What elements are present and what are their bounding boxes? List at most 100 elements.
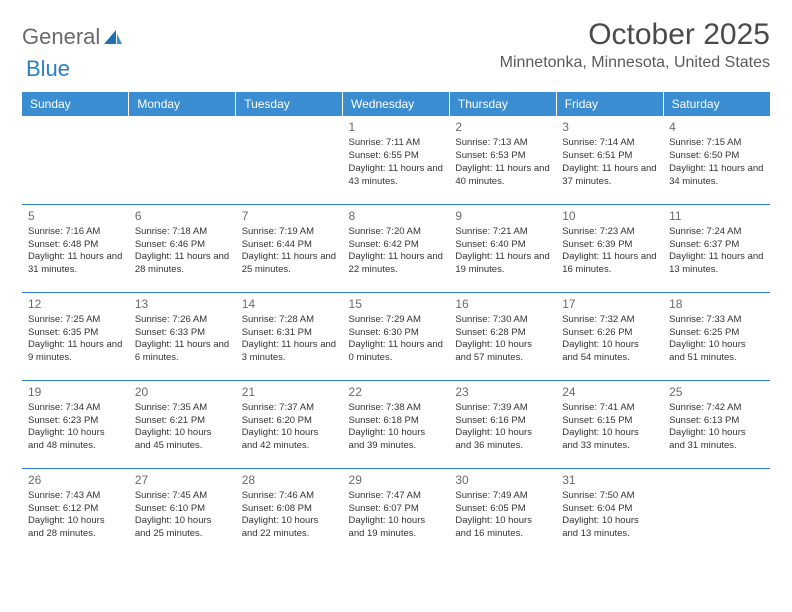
day-cell: 12Sunrise: 7:25 AMSunset: 6:35 PMDayligh… <box>22 292 129 380</box>
daylight-text: Daylight: 10 hours and 22 minutes. <box>242 515 337 541</box>
day-number: 14 <box>242 296 337 312</box>
daylight-text: Daylight: 10 hours and 48 minutes. <box>28 427 123 453</box>
sunset-text: Sunset: 6:28 PM <box>455 327 550 340</box>
daylight-text: Daylight: 11 hours and 34 minutes. <box>669 163 764 189</box>
day-cell <box>663 468 770 556</box>
day-cell: 27Sunrise: 7:45 AMSunset: 6:10 PMDayligh… <box>129 468 236 556</box>
sunset-text: Sunset: 6:15 PM <box>562 415 657 428</box>
daylight-text: Daylight: 11 hours and 16 minutes. <box>562 251 657 277</box>
sunrise-text: Sunrise: 7:32 AM <box>562 314 657 327</box>
day-number: 15 <box>349 296 444 312</box>
sunrise-text: Sunrise: 7:41 AM <box>562 402 657 415</box>
day-cell <box>236 116 343 204</box>
daylight-text: Daylight: 11 hours and 3 minutes. <box>242 339 337 365</box>
sunrise-text: Sunrise: 7:21 AM <box>455 226 550 239</box>
daylight-text: Daylight: 10 hours and 42 minutes. <box>242 427 337 453</box>
day-number: 29 <box>349 472 444 488</box>
day-number: 19 <box>28 384 123 400</box>
daylight-text: Daylight: 11 hours and 13 minutes. <box>669 251 764 277</box>
daylight-text: Daylight: 10 hours and 19 minutes. <box>349 515 444 541</box>
daylight-text: Daylight: 11 hours and 37 minutes. <box>562 163 657 189</box>
location-text: Minnetonka, Minnesota, United States <box>500 54 770 72</box>
day-number: 9 <box>455 208 550 224</box>
sunrise-text: Sunrise: 7:33 AM <box>669 314 764 327</box>
sunset-text: Sunset: 6:23 PM <box>28 415 123 428</box>
sunrise-text: Sunrise: 7:13 AM <box>455 137 550 150</box>
day-number: 16 <box>455 296 550 312</box>
day-cell: 30Sunrise: 7:49 AMSunset: 6:05 PMDayligh… <box>449 468 556 556</box>
week-row: 19Sunrise: 7:34 AMSunset: 6:23 PMDayligh… <box>22 380 770 468</box>
daylight-text: Daylight: 10 hours and 51 minutes. <box>669 339 764 365</box>
day-number: 1 <box>349 119 444 135</box>
day-cell: 8Sunrise: 7:20 AMSunset: 6:42 PMDaylight… <box>343 204 450 292</box>
daylight-text: Daylight: 11 hours and 6 minutes. <box>135 339 230 365</box>
day-number: 18 <box>669 296 764 312</box>
daylight-text: Daylight: 10 hours and 31 minutes. <box>669 427 764 453</box>
sunrise-text: Sunrise: 7:38 AM <box>349 402 444 415</box>
day-cell: 22Sunrise: 7:38 AMSunset: 6:18 PMDayligh… <box>343 380 450 468</box>
daylight-text: Daylight: 11 hours and 0 minutes. <box>349 339 444 365</box>
sunrise-text: Sunrise: 7:45 AM <box>135 490 230 503</box>
sunrise-text: Sunrise: 7:34 AM <box>28 402 123 415</box>
week-row: 26Sunrise: 7:43 AMSunset: 6:12 PMDayligh… <box>22 468 770 556</box>
daylight-text: Daylight: 10 hours and 57 minutes. <box>455 339 550 365</box>
sunrise-text: Sunrise: 7:25 AM <box>28 314 123 327</box>
sunrise-text: Sunrise: 7:14 AM <box>562 137 657 150</box>
sunset-text: Sunset: 6:35 PM <box>28 327 123 340</box>
sunrise-text: Sunrise: 7:46 AM <box>242 490 337 503</box>
sunrise-text: Sunrise: 7:35 AM <box>135 402 230 415</box>
day-header-monday: Monday <box>129 92 236 116</box>
day-header-saturday: Saturday <box>663 92 770 116</box>
sunset-text: Sunset: 6:44 PM <box>242 239 337 252</box>
sunset-text: Sunset: 6:51 PM <box>562 150 657 163</box>
day-cell: 15Sunrise: 7:29 AMSunset: 6:30 PMDayligh… <box>343 292 450 380</box>
sunrise-text: Sunrise: 7:49 AM <box>455 490 550 503</box>
sunset-text: Sunset: 6:50 PM <box>669 150 764 163</box>
daylight-text: Daylight: 10 hours and 45 minutes. <box>135 427 230 453</box>
day-cell: 4Sunrise: 7:15 AMSunset: 6:50 PMDaylight… <box>663 116 770 204</box>
sunrise-text: Sunrise: 7:18 AM <box>135 226 230 239</box>
sunset-text: Sunset: 6:04 PM <box>562 503 657 516</box>
day-cell: 7Sunrise: 7:19 AMSunset: 6:44 PMDaylight… <box>236 204 343 292</box>
day-cell: 16Sunrise: 7:30 AMSunset: 6:28 PMDayligh… <box>449 292 556 380</box>
sunrise-text: Sunrise: 7:43 AM <box>28 490 123 503</box>
calendar-table: SundayMondayTuesdayWednesdayThursdayFrid… <box>22 92 770 556</box>
sunset-text: Sunset: 6:55 PM <box>349 150 444 163</box>
day-cell: 9Sunrise: 7:21 AMSunset: 6:40 PMDaylight… <box>449 204 556 292</box>
sunrise-text: Sunrise: 7:16 AM <box>28 226 123 239</box>
day-header-tuesday: Tuesday <box>236 92 343 116</box>
sunset-text: Sunset: 6:05 PM <box>455 503 550 516</box>
week-row: 12Sunrise: 7:25 AMSunset: 6:35 PMDayligh… <box>22 292 770 380</box>
sunset-text: Sunset: 6:16 PM <box>455 415 550 428</box>
sunset-text: Sunset: 6:37 PM <box>669 239 764 252</box>
sunset-text: Sunset: 6:21 PM <box>135 415 230 428</box>
day-number: 24 <box>562 384 657 400</box>
day-cell: 10Sunrise: 7:23 AMSunset: 6:39 PMDayligh… <box>556 204 663 292</box>
day-cell: 6Sunrise: 7:18 AMSunset: 6:46 PMDaylight… <box>129 204 236 292</box>
sunset-text: Sunset: 6:20 PM <box>242 415 337 428</box>
sunset-text: Sunset: 6:08 PM <box>242 503 337 516</box>
day-number: 2 <box>455 119 550 135</box>
day-number: 13 <box>135 296 230 312</box>
sunset-text: Sunset: 6:25 PM <box>669 327 764 340</box>
day-number: 5 <box>28 208 123 224</box>
sunrise-text: Sunrise: 7:24 AM <box>669 226 764 239</box>
day-header-thursday: Thursday <box>449 92 556 116</box>
daylight-text: Daylight: 11 hours and 25 minutes. <box>242 251 337 277</box>
day-cell: 1Sunrise: 7:11 AMSunset: 6:55 PMDaylight… <box>343 116 450 204</box>
day-number: 28 <box>242 472 337 488</box>
week-row: 5Sunrise: 7:16 AMSunset: 6:48 PMDaylight… <box>22 204 770 292</box>
sunset-text: Sunset: 6:10 PM <box>135 503 230 516</box>
day-cell: 25Sunrise: 7:42 AMSunset: 6:13 PMDayligh… <box>663 380 770 468</box>
sunset-text: Sunset: 6:12 PM <box>28 503 123 516</box>
day-cell: 20 Sunrise: 7:35 AMSunset: 6:21 PMDayligh… <box>129 380 236 468</box>
daylight-text: Daylight: 11 hours and 9 minutes. <box>28 339 123 365</box>
daylight-text: Daylight: 11 hours and 31 minutes. <box>28 251 123 277</box>
day-cell <box>22 116 129 204</box>
day-number: 20 <box>135 384 230 400</box>
sunrise-text: Sunrise: 7:20 AM <box>349 226 444 239</box>
day-number: 7 <box>242 208 337 224</box>
logo: General <box>22 24 124 50</box>
day-cell: 21Sunrise: 7:37 AMSunset: 6:20 PMDayligh… <box>236 380 343 468</box>
day-header-friday: Friday <box>556 92 663 116</box>
